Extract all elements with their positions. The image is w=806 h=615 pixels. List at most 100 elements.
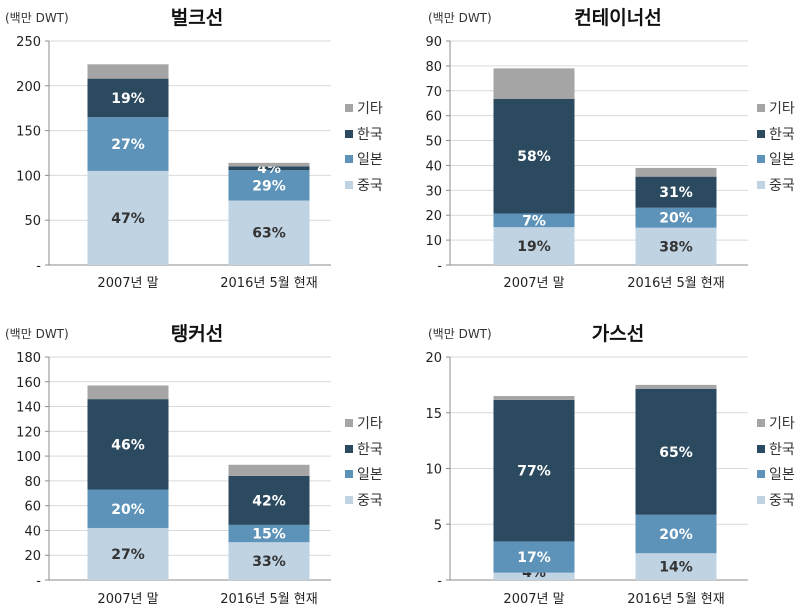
legend-label: 기타 [769,416,795,432]
y-tick-label: - [437,574,442,589]
data-label: 19% [111,91,145,107]
legend-label: 한국 [357,127,383,143]
bar-segment-일본 [635,514,717,554]
y-tick-label: 140 [16,401,41,416]
data-label: 38% [659,239,693,255]
chart-title: 벌크선 [171,7,223,29]
data-label: 7% [522,213,546,229]
legend-swatch [345,104,353,112]
legend-label: 한국 [357,442,383,458]
legend-label: 일본 [769,152,795,168]
legend-swatch [757,130,765,138]
legend-label: 일본 [357,152,383,168]
chart-panel-3: 탱커선 (백만 DWT) - 20 40 60 80 100 120 140 160 180 27% 20… [5,323,383,607]
bar-segment-기타 [87,385,169,400]
data-label: 46% [111,437,145,453]
y-tick-label: - [36,259,41,274]
data-label: 20% [111,502,145,518]
y-tick-label: 40 [24,524,41,539]
bar-segment-일본 [228,170,310,201]
legend-swatch [345,155,353,163]
data-label: 27% [111,137,145,153]
chart-title: 탱커선 [171,323,223,345]
bar-segment-기타 [493,396,575,400]
y-tick-label: 60 [425,110,442,125]
chart-panel-1: 벌크선 (백만 DWT) - 50 100 150 200 250 47% 27% 19% 2007년… [5,7,383,291]
bar-segment-중국 [87,170,169,265]
y-tick-label: 60 [24,500,41,515]
legend-swatch [757,181,765,189]
y-tick-label: 50 [425,135,442,150]
y-tick-label: 20 [425,351,442,366]
bar-segment-기타 [635,167,717,177]
unit-label: (백만 DWT) [428,11,492,25]
bar-segment-일본 [635,207,717,228]
bar-segment-한국 [493,399,575,542]
unit-label: (백만 DWT) [5,327,69,341]
bar-segment-한국 [493,98,575,214]
y-tick-label: 50 [24,214,41,229]
data-label: 27% [111,547,145,563]
bar-segment-한국 [87,399,169,490]
legend-swatch [345,419,353,427]
y-tick-label: 80 [425,60,442,75]
x-category-label: 2007년 말 [503,276,564,291]
chart-title: 컨테이너선 [574,7,661,29]
legend-label: 기타 [769,101,795,117]
y-tick-label: - [36,574,41,589]
data-label: 47% [111,211,145,227]
y-tick-label: 5 [434,518,442,533]
bar-segment-기타 [87,64,169,79]
data-label: 29% [252,178,286,194]
data-label: 63% [252,226,286,242]
data-label: 31% [659,185,693,201]
legend-swatch [345,181,353,189]
legend-label: 중국 [769,493,795,509]
y-tick-label: 10 [425,234,442,249]
legend-label: 기타 [357,101,383,117]
bar-segment-중국 [635,227,717,265]
data-label: 58% [517,149,551,165]
legend-swatch [345,496,353,504]
data-label: 14% [659,560,693,576]
bar-segment-일본 [228,524,310,543]
bar-segment-중국 [635,553,717,580]
legend-swatch [757,445,765,453]
x-category-label: 2007년 말 [503,592,564,607]
legend-label: 기타 [357,416,383,432]
legend-label: 중국 [357,493,383,509]
y-tick-label: 250 [16,35,41,50]
x-category-label: 2007년 말 [97,592,158,607]
bar-segment-일본 [87,489,169,528]
bar-segment-한국 [228,166,310,171]
data-label: 17% [517,550,551,566]
bar-segment-한국 [635,388,717,515]
y-tick-label: 100 [16,169,41,184]
legend-swatch [757,496,765,504]
bar-segment-일본 [87,117,169,171]
x-category-label: 2016년 5월 현재 [627,276,724,291]
bar-segment-중국 [87,527,169,580]
x-category-label: 2016년 5월 현재 [627,592,724,607]
legend-label: 한국 [769,442,795,458]
legend-swatch [345,470,353,478]
legend-swatch [757,419,765,427]
y-tick-label: 10 [425,463,442,478]
y-tick-label: 20 [24,549,41,564]
data-label: 20% [659,527,693,543]
bar-segment-중국 [493,572,575,580]
bar-segment-기타 [228,162,310,167]
legend-label: 일본 [357,467,383,483]
data-label: 20% [659,211,693,227]
bar-segment-기타 [493,68,575,99]
y-tick-label: 120 [16,425,41,440]
data-label: 15% [252,527,286,543]
x-category-label: 2007년 말 [97,276,158,291]
y-tick-label: 80 [24,475,41,490]
legend-label: 한국 [769,127,795,143]
y-tick-label: 180 [16,351,41,366]
legend-swatch [345,130,353,138]
y-tick-label: 200 [16,80,41,95]
